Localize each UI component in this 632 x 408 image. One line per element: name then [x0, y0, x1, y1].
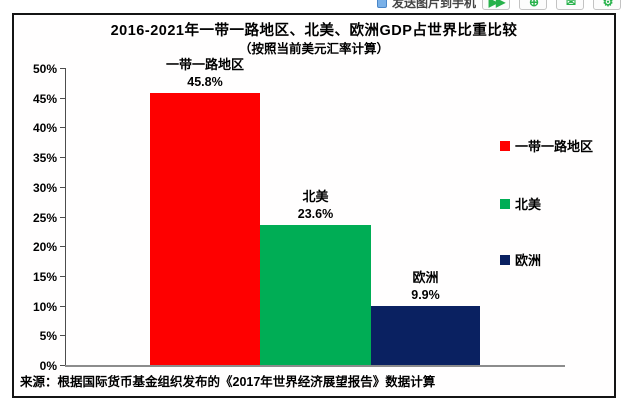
- bar-group-belt-and-road: 一带一路地区 45.8%: [150, 22, 260, 365]
- y-axis-tick-label: 40%: [32, 121, 57, 136]
- legend-swatch-europe: [500, 254, 510, 265]
- y-axis-tick-mark: [60, 186, 65, 188]
- bar-group-europe: 欧洲 9.9%: [371, 22, 480, 365]
- y-axis-tick-mark: [60, 246, 65, 248]
- forward-icon[interactable]: ▶▶: [482, 0, 510, 10]
- y-axis-tick-label: 20%: [32, 240, 57, 255]
- y-axis-tick-label: 50%: [32, 62, 57, 76]
- source-note: 来源：根据国际货币基金组织发布的《2017年世界经济展望报告》数据计算: [20, 375, 436, 389]
- y-axis-tick-label: 0%: [39, 359, 57, 373]
- y-axis-tick-mark: [60, 305, 65, 307]
- bar-category-label: 欧洲: [412, 270, 439, 286]
- chart-subtitle: （按照当前美元汇率计算）: [238, 42, 389, 56]
- bar-value-label: 23.6%: [297, 206, 334, 221]
- bar-category-label: 一带一路地区: [165, 56, 244, 72]
- y-axis-tick-mark: [60, 97, 65, 99]
- bar-north-america: [260, 224, 371, 365]
- y-axis-tick-label: 25%: [32, 210, 57, 225]
- browser-image-toolbar: 发送图片到手机 ▶▶ ⊕ ✉ ⚙: [374, 0, 632, 11]
- y-axis-tick-label: 30%: [32, 180, 57, 195]
- y-axis-tick-mark: [60, 127, 65, 129]
- y-axis-tick-label: 10%: [32, 299, 57, 314]
- mail-icon[interactable]: ✉: [556, 0, 584, 10]
- y-axis-tick-mark: [60, 275, 65, 277]
- send-to-phone-label[interactable]: 发送图片到手机: [392, 0, 477, 10]
- bar-group-north-america: 北美 23.6%: [260, 22, 371, 365]
- y-axis-tick-mark: [60, 68, 65, 69]
- legend-label: 北美: [515, 197, 542, 212]
- x-axis: [65, 365, 565, 367]
- legend-swatch-belt-and-road: [500, 140, 510, 151]
- legend-item-belt-and-road: 一带一路地区: [500, 136, 593, 155]
- toolbar-buttons: ▶▶ ⊕ ✉ ⚙: [482, 0, 621, 10]
- phone-icon[interactable]: [377, 0, 387, 8]
- gdp-share-chart: 2016-2021年一带一路地区、北美、欧洲GDP占世界比重比较 （按照当前美元…: [12, 13, 616, 398]
- globe-icon[interactable]: ⊕: [519, 0, 547, 10]
- legend-item-north-america: 北美: [500, 194, 541, 213]
- bar-value-label: 9.9%: [411, 288, 440, 303]
- bar-belt-and-road: [150, 92, 260, 365]
- legend-swatch-north-america: [500, 198, 510, 209]
- bar-value-label: 45.8%: [187, 74, 223, 89]
- gear-icon[interactable]: ⚙: [593, 0, 621, 10]
- y-axis-tick-label: 15%: [32, 269, 57, 284]
- y-axis-tick-mark: [60, 157, 65, 159]
- legend-item-europe: 欧洲: [500, 250, 541, 269]
- bar-category-label: 北美: [302, 188, 329, 204]
- chart-title: 2016-2021年一带一路地区、北美、欧洲GDP占世界比重比较: [110, 23, 518, 39]
- y-axis: [65, 68, 66, 366]
- plot-area: 一带一路地区 45.8% 北美 23.6% 欧洲 9.9% 50% 45% 40% 3…: [33, 57, 565, 373]
- y-axis-tick-mark: [60, 365, 65, 366]
- y-axis-tick-mark: [60, 335, 65, 337]
- bar-europe: [371, 306, 480, 365]
- y-axis-tick-label: 5%: [39, 329, 57, 344]
- y-axis-tick-label: 45%: [32, 91, 57, 106]
- y-axis-tick-mark: [60, 216, 65, 218]
- y-axis-tick-label: 35%: [32, 151, 57, 166]
- legend-label: 一带一路地区: [515, 139, 594, 154]
- legend-label: 欧洲: [515, 253, 542, 268]
